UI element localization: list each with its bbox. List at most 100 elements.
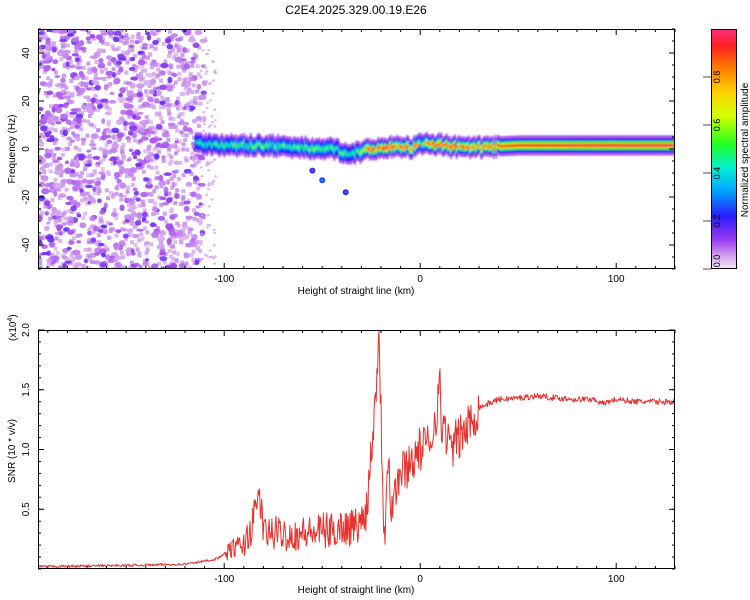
noise-blob <box>159 256 168 262</box>
noise-blob <box>86 149 92 153</box>
ridge-cell <box>555 144 558 147</box>
ridge-cell <box>640 144 643 147</box>
colorbar-tick-label: 0.2 <box>712 215 722 228</box>
ridge-cell <box>642 144 645 147</box>
ridge-cell <box>419 141 422 144</box>
noise-cell <box>144 250 149 255</box>
ridge-cell <box>319 148 322 151</box>
ridge-hotspot <box>387 145 392 148</box>
noise-cell <box>64 187 69 192</box>
noise-blob <box>202 129 206 132</box>
noise-cell <box>145 230 150 235</box>
noise-cell <box>194 89 199 94</box>
noise-cell <box>167 152 172 157</box>
noise-cell <box>103 67 108 72</box>
noise-blob <box>140 136 149 141</box>
ridge-cell <box>540 144 543 147</box>
ridge-cell <box>198 141 201 144</box>
noise-blob <box>198 202 203 206</box>
ridge-cell <box>333 149 336 152</box>
noise-blob <box>133 262 140 267</box>
noise-cell <box>179 239 184 244</box>
noise-blob <box>44 110 51 117</box>
noise-cell <box>114 191 119 196</box>
noise-cell <box>133 53 138 58</box>
noise-blob <box>40 125 48 132</box>
snr-series-line <box>38 330 675 568</box>
noise-blob <box>211 120 215 124</box>
noise-blob <box>92 186 97 192</box>
noise-blob <box>212 228 216 231</box>
noise-cell <box>196 159 201 164</box>
noise-blob <box>74 185 81 191</box>
noise-blob <box>63 102 69 109</box>
noise-blob <box>135 83 145 89</box>
noise-blob <box>54 74 61 79</box>
noise-blob <box>166 85 174 92</box>
ridge-cell <box>304 144 307 147</box>
noise-cell <box>187 266 192 269</box>
noise-cell <box>81 215 86 220</box>
noise-cell <box>83 161 88 166</box>
noise-cell <box>86 173 91 178</box>
noise-blob <box>179 130 184 135</box>
noise-blob <box>89 215 96 222</box>
ridge-cell <box>249 141 252 145</box>
noise-cell <box>84 76 89 81</box>
noise-cell <box>85 201 90 206</box>
noise-blob <box>113 171 120 178</box>
noise-cell <box>122 194 127 199</box>
noise-cell <box>154 111 159 116</box>
noise-blob <box>149 29 155 35</box>
ridge-cell <box>589 144 592 147</box>
noise-blob <box>159 84 168 91</box>
noise-blob <box>46 221 51 225</box>
ridge-cell <box>584 144 587 147</box>
ridge-cell <box>342 152 345 155</box>
noise-cell <box>92 169 97 174</box>
noise-blob <box>163 172 172 177</box>
noise-blob <box>208 249 212 252</box>
noise-blob <box>121 168 130 172</box>
ridge-cell <box>591 144 594 147</box>
noise-cell <box>138 98 143 103</box>
noise-cell <box>195 239 200 244</box>
noise-cell <box>180 64 185 69</box>
noise-blob <box>201 228 205 232</box>
noise-cell <box>123 126 128 131</box>
noise-blob <box>41 33 48 40</box>
noise-cell <box>93 76 98 81</box>
noise-blob <box>141 46 148 50</box>
noise-blob <box>132 187 138 192</box>
noise-cell <box>41 158 46 163</box>
noise-blob <box>62 255 68 260</box>
ridge-cell <box>321 148 323 151</box>
ridge-cell <box>281 144 284 148</box>
colorbar-gradient <box>711 29 737 269</box>
noise-blob <box>58 193 67 198</box>
noise-cell <box>81 264 86 269</box>
noise-cell <box>175 251 180 256</box>
spectrogram-y-ticks: -40 -20 0 20 40 <box>21 28 675 270</box>
ridge-cell <box>495 147 498 150</box>
ridge-cell <box>259 143 262 146</box>
ridge-cell <box>658 144 661 147</box>
ridge-cell <box>518 144 521 147</box>
ridge-cell <box>203 144 206 147</box>
noise-blob <box>174 192 180 200</box>
noise-blob <box>192 175 199 181</box>
noise-cell <box>42 70 47 75</box>
noise-blob <box>90 133 99 140</box>
ridge-cell <box>253 146 256 149</box>
noise-cell <box>152 157 157 162</box>
noise-blob <box>85 87 92 91</box>
noise-blob <box>51 106 56 113</box>
noise-cell <box>59 84 64 89</box>
noise-blob <box>66 136 72 141</box>
snr-y-exponent-power: 4 <box>7 318 14 322</box>
ridge-cell <box>621 144 624 147</box>
noise-cell <box>174 52 179 57</box>
ridge-cell <box>670 144 673 147</box>
noise-cell <box>167 161 172 166</box>
noise-cell <box>167 191 172 196</box>
